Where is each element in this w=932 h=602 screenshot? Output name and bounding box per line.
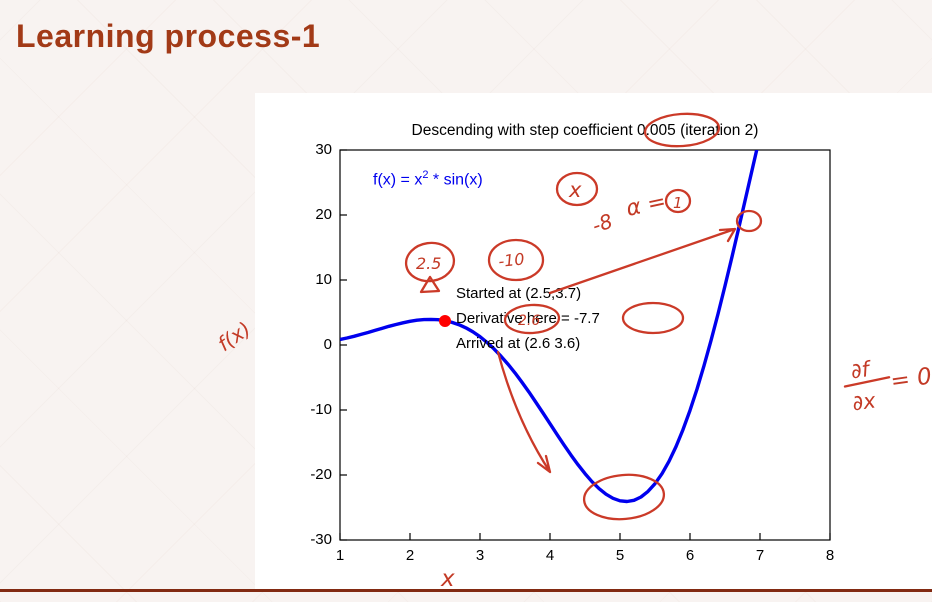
x-tick-label: 1 xyxy=(335,547,345,564)
annotation-arrived: Arrived at (2.6 3.6) xyxy=(456,335,581,352)
annotation-derivative: Derivative here = -7.7 xyxy=(456,310,600,327)
annotation-started: Started at (2.5,3.7) xyxy=(456,285,582,302)
x-tick-label: 2 xyxy=(405,547,415,564)
y-tick-label: 10 xyxy=(315,271,332,288)
current-point-marker xyxy=(439,314,451,327)
x-tick-label: 8 xyxy=(825,547,835,564)
chart-panel: Descending with step coefficient 0.005 (… xyxy=(255,93,932,590)
formula-pre: f(x) = x xyxy=(373,171,423,189)
slide-bottom-rule xyxy=(0,589,932,592)
x-tick-label: 3 xyxy=(475,547,485,564)
y-tick-label: 30 xyxy=(315,141,332,158)
y-tick-label: -10 xyxy=(310,401,332,418)
y-tick-label: 20 xyxy=(315,206,332,223)
page-title: Learning process-1 xyxy=(16,18,321,54)
ink-y-axis-label: f(x) xyxy=(213,317,255,356)
x-tick-label: 7 xyxy=(755,547,765,564)
plot-annotations: Started at (2.5,3.7) Derivative here = -… xyxy=(456,281,600,356)
y-tick-label: -30 xyxy=(310,531,332,548)
x-tick-label: 6 xyxy=(685,547,695,564)
curve-formula: f(x) = x2 * sin(x) xyxy=(373,169,483,189)
x-tick-label: 4 xyxy=(545,547,555,564)
x-tick-label: 5 xyxy=(615,547,625,564)
y-tick-label: -20 xyxy=(310,466,332,483)
formula-sup: 2 xyxy=(422,169,429,181)
y-tick-label: 0 xyxy=(323,336,332,353)
formula-post: * sin(x) xyxy=(428,171,483,189)
